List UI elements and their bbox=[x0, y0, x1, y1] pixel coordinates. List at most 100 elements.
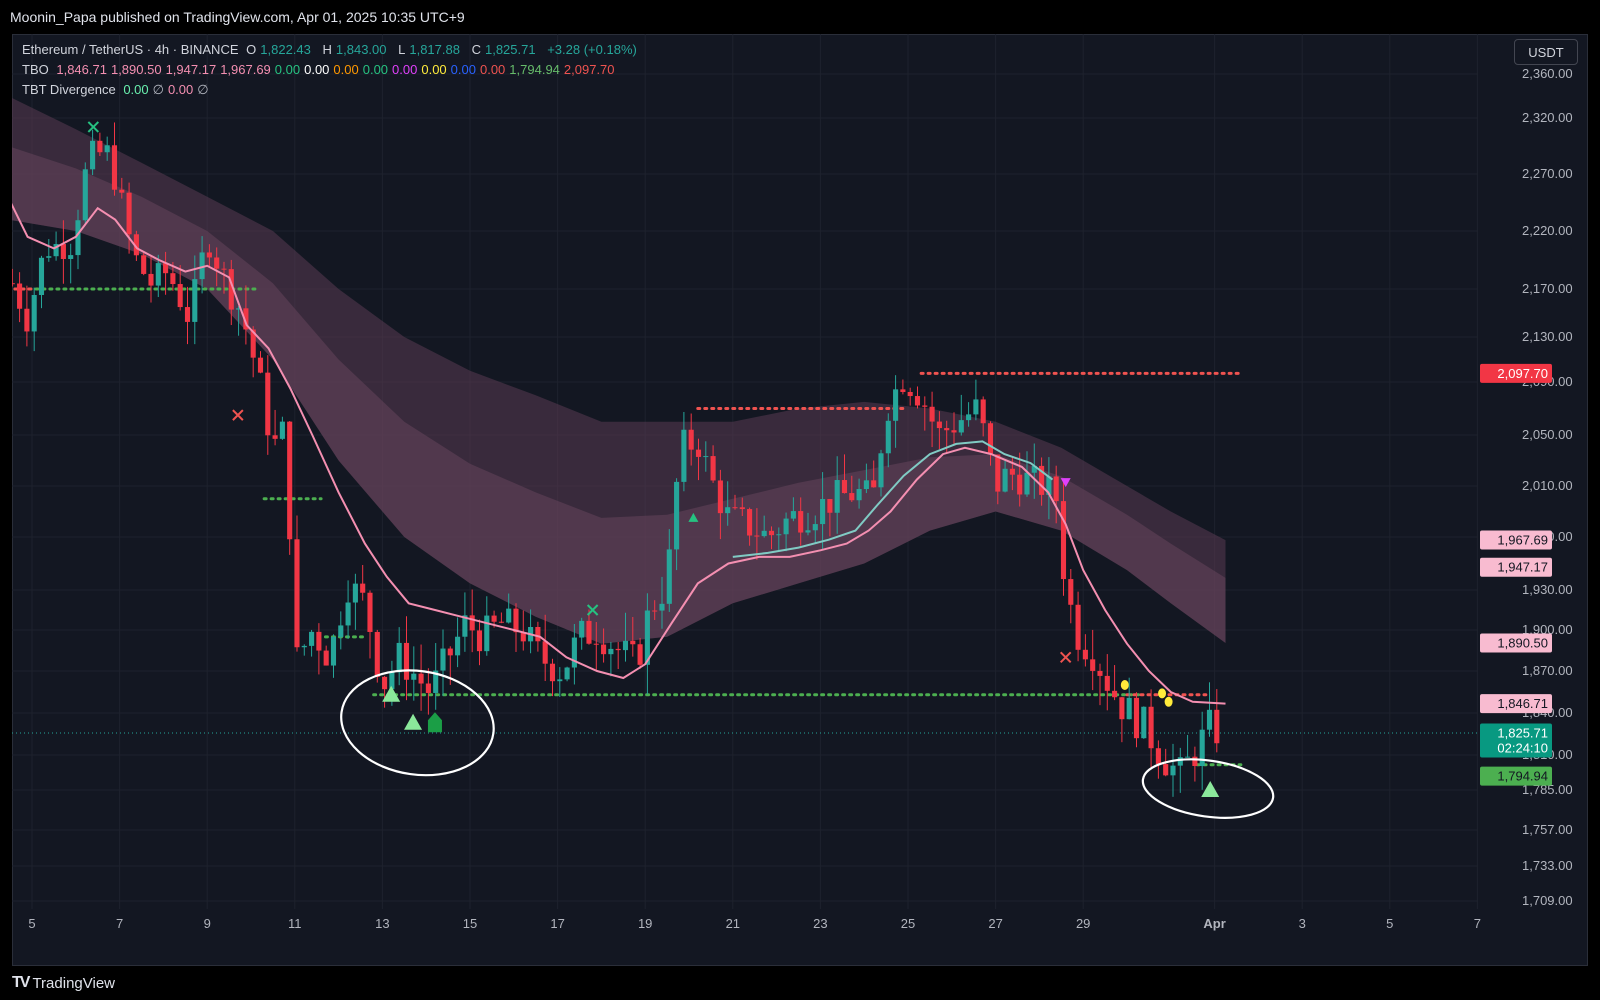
candle-body bbox=[1214, 709, 1220, 744]
candle-body bbox=[163, 263, 169, 274]
candle-body bbox=[214, 257, 220, 269]
candle-body bbox=[506, 608, 512, 623]
price-label-box bbox=[1480, 723, 1552, 758]
candle-body bbox=[155, 263, 161, 286]
candle-body bbox=[776, 534, 782, 536]
tbo-value-3: 1,967.69 bbox=[220, 62, 271, 77]
candle-body bbox=[601, 644, 607, 655]
candle-body bbox=[382, 676, 388, 690]
tbt-value-1: ∅ bbox=[152, 82, 164, 97]
candle-body bbox=[1155, 748, 1161, 765]
x-marker bbox=[232, 409, 244, 421]
candle-body bbox=[1185, 756, 1191, 758]
tbo-fast-line bbox=[12, 202, 1226, 705]
tbo-value-5: 0.00 bbox=[304, 62, 330, 77]
publisher-line: Moonin_Papa published on TradingView.com… bbox=[10, 9, 465, 25]
candle-body bbox=[1060, 501, 1067, 580]
cloud-band-inner bbox=[12, 147, 1226, 644]
candle-body bbox=[345, 602, 351, 626]
candle-body bbox=[425, 683, 431, 693]
candle-body bbox=[338, 625, 344, 637]
tbo-indicator-name[interactable]: TBO bbox=[22, 62, 49, 77]
candle-body bbox=[1177, 757, 1183, 766]
legend-tbo-row: TBO 1,846.71 1,890.50 1,947.17 1,967.69 0.00… bbox=[22, 62, 623, 77]
time-tick-label: 7 bbox=[116, 916, 123, 931]
candle-body bbox=[294, 539, 300, 648]
price-tick-label: 2,360.00 bbox=[1522, 66, 1573, 81]
warning-dot bbox=[1164, 696, 1173, 707]
candle-body bbox=[1192, 756, 1198, 767]
time-tick-label: 23 bbox=[813, 916, 827, 931]
price-label-text: 2,097.70 bbox=[1497, 366, 1548, 381]
candle-body bbox=[798, 511, 804, 533]
candle-body bbox=[973, 399, 979, 415]
price-label-box bbox=[1480, 557, 1552, 577]
candle-body bbox=[396, 642, 402, 673]
price-tick-label: 2,270.00 bbox=[1522, 166, 1573, 181]
tbo-cloud bbox=[12, 98, 1226, 644]
candle-body bbox=[841, 480, 848, 494]
tradingview-logo[interactable]: TV TradingView bbox=[12, 974, 115, 992]
price-tick-label: 2,050.00 bbox=[1522, 427, 1573, 442]
candle-body bbox=[542, 641, 548, 664]
candle-body bbox=[805, 530, 811, 533]
candle-body bbox=[469, 615, 475, 631]
time-tick-label: 29 bbox=[1076, 916, 1090, 931]
candle-body bbox=[418, 673, 424, 684]
time-tick-label: 27 bbox=[988, 916, 1002, 931]
candle-body bbox=[995, 454, 1001, 492]
time-tick-label: 15 bbox=[463, 916, 477, 931]
time-axis: 5 7 9 11 13 15 17 19 21 23 25 27 29 Apr 3 5 7 bbox=[28, 916, 1481, 931]
candle-body bbox=[725, 507, 731, 514]
candle-body bbox=[1126, 697, 1132, 720]
close-label: C bbox=[471, 42, 481, 57]
currency-button[interactable]: USDT bbox=[1514, 39, 1578, 65]
candle-body bbox=[1133, 697, 1140, 739]
legend-tbt-row: TBT Divergence 0.00 ∅ 0.00 ∅ bbox=[22, 82, 217, 98]
signal-markers bbox=[87, 121, 1220, 797]
candle-body bbox=[871, 480, 877, 488]
candle-body bbox=[929, 406, 935, 422]
candle-body bbox=[513, 608, 519, 633]
price-tick-label: 2,130.00 bbox=[1522, 329, 1573, 344]
candle-body bbox=[265, 372, 271, 436]
candle-body bbox=[31, 294, 37, 332]
candle-body bbox=[484, 615, 490, 652]
tbo-values: 1,846.71 1,890.50 1,947.17 1,967.69 0.00 0.00… bbox=[56, 62, 618, 77]
tbo-value-4: 0.00 bbox=[274, 62, 301, 77]
price-tick-label: 1,733.00 bbox=[1522, 858, 1573, 873]
candle-body bbox=[24, 308, 30, 332]
candle-body bbox=[17, 283, 23, 309]
candle-body bbox=[615, 648, 621, 651]
candle-body bbox=[878, 453, 884, 488]
hand-drawn-ellipse bbox=[340, 669, 495, 777]
candle-body bbox=[1148, 706, 1154, 749]
tbo-value-8: 0.00 bbox=[392, 62, 418, 77]
price-label-text: 1,890.50 bbox=[1497, 635, 1548, 650]
tbo-value-13: 2,097.70 bbox=[563, 62, 615, 77]
candle-body bbox=[732, 507, 738, 509]
candle-body bbox=[433, 670, 439, 693]
candle-body bbox=[309, 631, 315, 646]
candle-body bbox=[221, 268, 227, 270]
candle-body bbox=[192, 279, 198, 322]
candle-body bbox=[374, 631, 380, 677]
tradingview-logo-icon: TV bbox=[12, 974, 31, 991]
buy-triangle-small bbox=[688, 512, 699, 522]
candle-body bbox=[980, 399, 986, 424]
time-tick-label: 25 bbox=[901, 916, 915, 931]
low-label: L bbox=[398, 42, 406, 57]
price-chart[interactable]: 2,360.00 2,320.00 2,270.00 2,220.00 2,170.00… bbox=[12, 34, 1588, 966]
symbol-name[interactable]: Ethereum / TetherUS · 4h · BINANCE bbox=[22, 42, 239, 57]
candle-body bbox=[944, 428, 950, 431]
time-tick-label: 5 bbox=[1386, 916, 1393, 931]
candle-body bbox=[323, 650, 329, 666]
candle-body bbox=[644, 610, 650, 665]
candle-body bbox=[1112, 690, 1118, 698]
tbt-indicator-name[interactable]: TBT Divergence bbox=[22, 82, 116, 97]
candle-body bbox=[38, 257, 45, 295]
candle-body bbox=[1039, 465, 1045, 495]
time-tick-label: Apr bbox=[1203, 916, 1225, 931]
candle-body bbox=[893, 389, 899, 421]
candle-body bbox=[360, 583, 366, 593]
